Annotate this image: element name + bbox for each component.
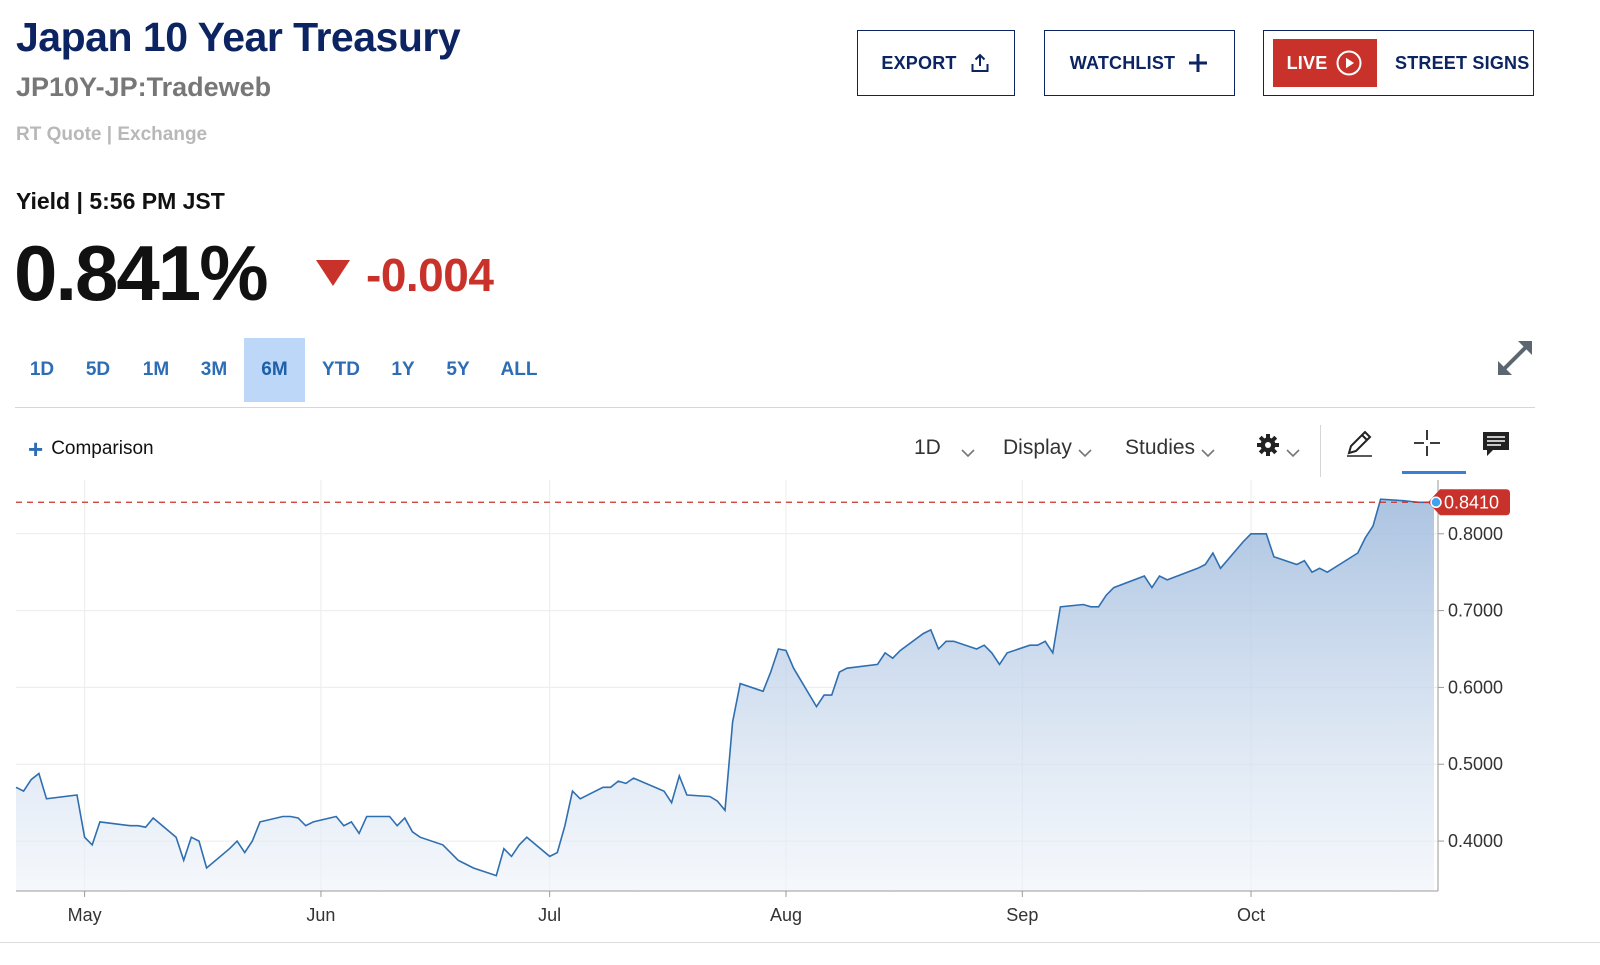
street-signs-button[interactable]: LIVE STREET SIGNS: [1263, 30, 1534, 96]
crosshair-icon[interactable]: [1412, 428, 1442, 463]
page-title: Japan 10 Year Treasury: [16, 14, 461, 60]
range-tab-5d[interactable]: 5D: [85, 359, 111, 380]
yield-timestamp: Yield | 5:56 PM JST: [16, 188, 225, 214]
chevron-down-icon: [1201, 440, 1215, 464]
y-tick-label: 0.8000: [1448, 524, 1503, 544]
last-value-label: 0.8410: [1444, 492, 1499, 512]
last-point: [1430, 496, 1442, 509]
time-range-tabs: 1D 5D 1M 3M 6M YTD 1Y 5Y ALL: [16, 338, 551, 402]
triangle-down-icon: [316, 258, 350, 293]
chevron-down-icon: [1286, 440, 1300, 464]
x-axis-ticks: May Jun Jul Aug Sep Oct: [68, 891, 1265, 925]
display-label: Display: [1003, 436, 1072, 459]
x-tick-label: Sep: [1006, 905, 1038, 925]
x-tick-label: Oct: [1237, 905, 1265, 925]
interval-dropdown[interactable]: 1D: [914, 432, 975, 464]
export-button[interactable]: EXPORT: [857, 30, 1015, 96]
area-fill: [16, 499, 1434, 891]
x-tick-label: Jun: [306, 905, 335, 925]
gear-icon: [1256, 433, 1280, 463]
toolbar-separator: [1320, 425, 1321, 477]
play-icon: [1335, 49, 1363, 77]
watchlist-label: WATCHLIST: [1069, 52, 1176, 73]
y-tick-label: 0.7000: [1448, 601, 1503, 621]
quote-source: RT Quote | Exchange: [16, 124, 208, 145]
bottom-border: [0, 942, 1600, 943]
share-icon: [969, 52, 991, 74]
comment-icon[interactable]: [1481, 428, 1511, 463]
y-tick-label: 0.4000: [1448, 831, 1503, 851]
x-tick-label: Aug: [770, 905, 802, 925]
range-tab-3m[interactable]: 3M: [200, 359, 228, 380]
plus-icon: [1187, 52, 1209, 74]
y-axis-ticks: 0.8000 0.7000 0.6000 0.5000 0.4000: [1438, 524, 1503, 851]
settings-dropdown[interactable]: [1256, 432, 1300, 464]
range-tab-6m[interactable]: 6M: [244, 338, 305, 402]
x-tick-label: Jul: [538, 905, 561, 925]
price-change: -0.004: [366, 249, 494, 301]
range-tab-1d[interactable]: 1D: [29, 359, 55, 380]
y-tick-label: 0.6000: [1448, 677, 1503, 697]
live-badge: LIVE: [1273, 39, 1377, 87]
last-value-badge: 0.8410: [1428, 489, 1510, 516]
range-tab-5y[interactable]: 5Y: [446, 359, 470, 380]
last-price: 0.841%: [14, 229, 269, 317]
instrument-symbol: JP10Y-JP:Tradeweb: [16, 72, 272, 102]
live-label: LIVE: [1286, 52, 1328, 73]
studies-label: Studies: [1125, 436, 1196, 459]
export-label: EXPORT: [881, 52, 957, 73]
comparison-button[interactable]: + Comparison: [28, 434, 154, 464]
display-dropdown[interactable]: Display: [1003, 432, 1092, 464]
street-signs-label: STREET SIGNS: [1395, 52, 1530, 73]
chevron-down-icon: [1078, 440, 1092, 464]
studies-dropdown[interactable]: Studies: [1125, 432, 1215, 464]
series-line: [15, 498, 1434, 877]
yield-chart[interactable]: 0.8000 0.7000 0.6000 0.5000 0.4000 May Jun Jul…: [0, 480, 1600, 942]
section-divider: [15, 407, 1535, 408]
comparison-label: Comparison: [51, 438, 154, 459]
active-tool-indicator: [1402, 471, 1466, 474]
expand-icon[interactable]: [1494, 337, 1536, 384]
pencil-icon[interactable]: [1344, 428, 1374, 463]
range-tab-ytd[interactable]: YTD: [322, 359, 360, 380]
range-tab-1y[interactable]: 1Y: [391, 359, 415, 380]
interval-label: 1D: [914, 436, 941, 459]
range-tab-all[interactable]: ALL: [500, 359, 538, 380]
watchlist-button[interactable]: WATCHLIST: [1044, 30, 1235, 96]
chevron-down-icon: [961, 440, 975, 464]
x-tick-label: May: [68, 905, 102, 925]
plus-icon: +: [28, 434, 44, 464]
y-tick-label: 0.5000: [1448, 754, 1503, 774]
range-tab-1m[interactable]: 1M: [142, 359, 170, 380]
